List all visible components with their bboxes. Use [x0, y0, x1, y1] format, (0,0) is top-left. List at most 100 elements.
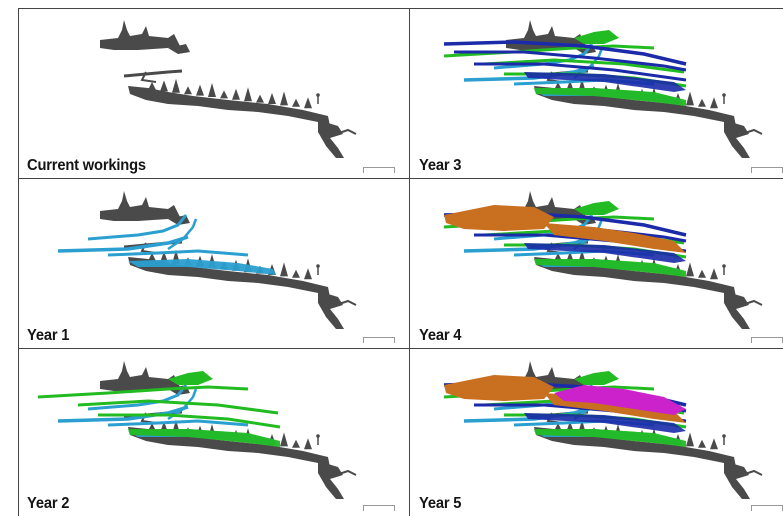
mine-scene	[57, 191, 357, 329]
stope	[220, 90, 228, 99]
decline-ramp	[318, 461, 344, 499]
mine-scene	[443, 191, 763, 329]
panel-year-2: Year 2	[18, 349, 409, 516]
frame-divider-row-1	[18, 178, 783, 179]
decline-ramp	[724, 461, 750, 499]
stope	[292, 439, 300, 448]
panel-caption: Year 5	[419, 495, 462, 512]
stope	[232, 88, 240, 100]
panel-year-3: Year 3	[410, 8, 783, 178]
stope	[686, 262, 694, 277]
year2-stope-block	[534, 259, 686, 277]
stope	[710, 268, 718, 280]
decline-ramp	[724, 291, 750, 329]
scale-bar	[363, 167, 395, 173]
panel-year-4: Year 4	[410, 179, 783, 348]
survey-marker-head	[722, 434, 726, 438]
year5-development-group	[554, 385, 686, 415]
survey-marker-head	[316, 264, 320, 268]
stope	[698, 98, 706, 107]
panel-current-workings: Current workings	[18, 8, 409, 178]
year2-shaft-area	[168, 371, 213, 385]
year3-development-group	[443, 40, 687, 92]
mine-scene	[443, 361, 763, 499]
frame-border-left	[18, 8, 19, 516]
stope	[280, 432, 288, 447]
mine-scene	[443, 20, 763, 158]
stope	[710, 97, 718, 109]
frame-border-top	[18, 8, 783, 9]
panel-caption: Current workings	[27, 157, 146, 174]
panel-caption: Year 4	[419, 327, 462, 344]
ramp-spur	[335, 469, 357, 476]
year2-drive	[77, 399, 279, 415]
year4-stope-block	[444, 205, 554, 231]
year1-drive	[107, 419, 249, 427]
scale-bar	[751, 505, 783, 511]
year3-stope-block	[524, 413, 686, 433]
stope	[160, 251, 168, 263]
panel-year-1: Year 1	[18, 179, 409, 348]
main-workings	[128, 86, 330, 126]
ramp-spur	[335, 299, 357, 306]
current-workings-group	[100, 191, 357, 329]
stope	[184, 86, 192, 95]
year3-stope-block	[524, 72, 686, 92]
ramp-spur	[741, 128, 763, 135]
year2-drive	[483, 58, 685, 74]
stope	[304, 268, 312, 280]
year1-stope-block	[128, 259, 276, 275]
stope	[686, 91, 694, 106]
year1-drive	[57, 235, 189, 253]
stope	[304, 97, 312, 109]
stope	[280, 262, 288, 277]
scene-root	[57, 191, 357, 329]
year1-development-group	[57, 214, 276, 275]
scale-bar	[363, 337, 395, 343]
stope	[698, 439, 706, 448]
stope	[710, 438, 718, 450]
mine-scene	[37, 361, 357, 499]
survey-marker-head	[316, 434, 320, 438]
stope	[280, 91, 288, 106]
scene-root	[443, 20, 763, 158]
survey-marker-head	[722, 264, 726, 268]
panel-caption: Year 2	[27, 495, 70, 512]
decline-ramp	[318, 291, 344, 329]
year2-development-group	[37, 371, 281, 447]
year1-ramp	[167, 218, 198, 251]
decline-ramp	[724, 120, 750, 158]
ramp-spur	[741, 299, 763, 306]
stope	[256, 94, 264, 103]
year2-drive	[98, 413, 281, 429]
panel-caption: Year 1	[27, 327, 70, 344]
stope	[268, 93, 276, 104]
ramp-spur	[741, 469, 763, 476]
stope	[208, 83, 216, 97]
stope	[160, 80, 168, 92]
panel-year-5: Year 5	[410, 349, 783, 516]
year4-development-group	[444, 205, 686, 253]
scene-root	[443, 191, 763, 329]
upper-drive	[123, 69, 183, 78]
stope	[244, 87, 252, 102]
survey-marker-head	[722, 93, 726, 97]
year2-shaft-area	[574, 371, 619, 385]
shaft-cluster	[100, 361, 180, 391]
year1-drive	[107, 249, 249, 257]
connector-drive	[140, 71, 157, 83]
survey-marker-head	[316, 93, 320, 97]
shaft-spur	[168, 44, 190, 54]
year3-drive	[443, 40, 687, 66]
stope	[304, 438, 312, 450]
year3-drive	[454, 50, 687, 72]
ramp-spur	[335, 128, 357, 135]
decline-ramp	[318, 120, 344, 158]
year4-stope-block	[544, 223, 686, 253]
scene-root	[100, 20, 357, 158]
year3-drive	[474, 62, 687, 82]
stope	[148, 82, 156, 90]
year4-stope-block	[444, 375, 554, 401]
mine-scene	[100, 20, 357, 158]
year5-stope-block	[554, 385, 686, 415]
